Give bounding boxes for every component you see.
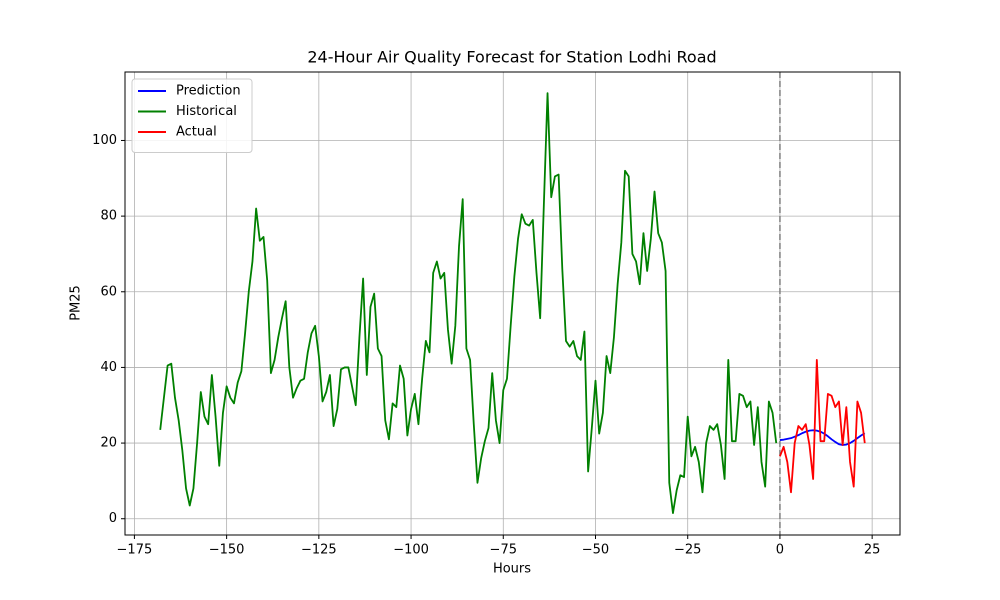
line-series <box>159 92 778 514</box>
y-tick-label: 60 <box>100 284 117 299</box>
y-tick-label: 80 <box>100 209 117 224</box>
legend-label: Prediction <box>176 84 241 99</box>
y-axis-label: PM25 <box>69 285 84 321</box>
line-series <box>779 429 866 446</box>
x-tick-label: 25 <box>864 543 881 558</box>
line-series <box>779 358 866 494</box>
x-tick-label: −50 <box>582 543 609 558</box>
x-tick-label: 0 <box>776 543 784 558</box>
legend-box <box>131 78 253 153</box>
legend: Prediction Historical Actual <box>131 78 253 153</box>
y-tick-label: 20 <box>100 436 117 451</box>
legend-label: Historical <box>176 104 237 119</box>
x-tick-label: −25 <box>674 543 701 558</box>
x-tick-label: −150 <box>209 543 245 558</box>
y-tick-label: 40 <box>100 360 117 375</box>
legend-label: Actual <box>176 125 217 140</box>
x-tick-label: −75 <box>490 543 517 558</box>
x-tick-label: −100 <box>393 543 429 558</box>
y-tick-label: 100 <box>92 133 117 148</box>
x-tick-label: −175 <box>117 543 153 558</box>
x-axis-label: Hours <box>493 562 531 577</box>
x-tick-label: −125 <box>301 543 337 558</box>
y-tick-label: 0 <box>109 511 117 526</box>
plot-frame <box>124 71 901 536</box>
chart-title: 24-Hour Air Quality Forecast for Station… <box>307 48 716 67</box>
